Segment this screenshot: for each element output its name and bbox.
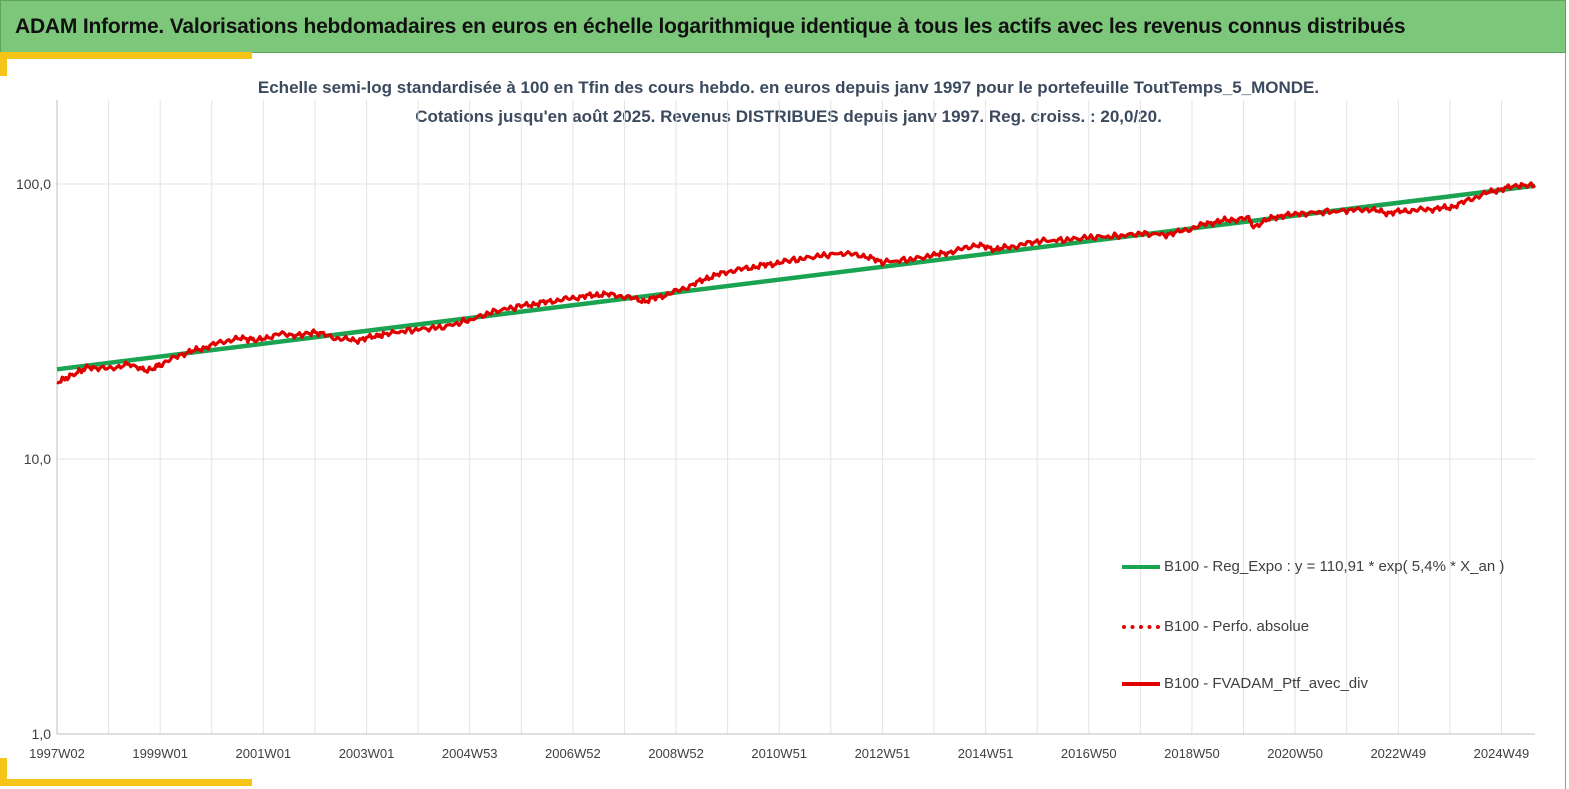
x-tick-label: 2006W52 [545, 746, 601, 761]
y-tick-label: 1,0 [32, 726, 52, 742]
legend-swatch-perfo [1122, 624, 1160, 629]
chart-title: Echelle semi-log standardisée à 100 en T… [257, 78, 1320, 97]
x-tick-label: 2001W01 [236, 746, 292, 761]
x-tick-label: 2020W50 [1267, 746, 1323, 761]
legend-item-portfolio: B100 - FVADAM_Ptf_avec_div [1122, 675, 1368, 692]
x-tick-label: 1997W02 [29, 746, 85, 761]
legend-swatch-regression [1122, 564, 1160, 569]
accent-bar-bottom [0, 779, 252, 786]
legend-label-regression: B100 - Reg_Expo : y = 110,91 * exp( 5,4%… [1164, 558, 1505, 575]
x-tick-label: 2010W51 [751, 746, 807, 761]
x-tick-label: 2016W50 [1061, 746, 1117, 761]
x-tick-label: 1999W01 [132, 746, 188, 761]
y-tick-label: 10,0 [24, 451, 51, 467]
x-tick-label: 2004W53 [442, 746, 498, 761]
legend-label-perfo: B100 - Perfo. absolue [1164, 618, 1310, 635]
accent-corner-top [0, 52, 7, 76]
x-tick-label: 2022W49 [1370, 746, 1426, 761]
legend-item-regression: B100 - Reg_Expo : y = 110,91 * exp( 5,4%… [1122, 558, 1504, 575]
accent-bar-top [0, 52, 252, 59]
x-tick-label: 2008W52 [648, 746, 704, 761]
report-title: ADAM Informe. Valorisations hebdomadaire… [15, 14, 1406, 38]
chart-subtitle: Cotations jusqu'en août 2025. Revenus DI… [415, 107, 1162, 126]
legend-item-perfo: B100 - Perfo. absolue [1122, 618, 1309, 635]
x-tick-label: 2024W49 [1474, 746, 1530, 761]
portfolio-line [56, 181, 1537, 385]
x-tick-label: 2018W50 [1164, 746, 1220, 761]
y-tick-label: 100,0 [16, 176, 51, 192]
legend-label-portfolio: B100 - FVADAM_Ptf_avec_div [1164, 675, 1368, 692]
x-tick-label: 2012W51 [855, 746, 911, 761]
frame-right-border [1565, 52, 1566, 789]
x-tick-label: 2014W51 [958, 746, 1014, 761]
x-tick-label: 2003W01 [339, 746, 395, 761]
legend-swatch-portfolio [1122, 681, 1160, 686]
report-banner: ADAM Informe. Valorisations hebdomadaire… [0, 0, 1566, 53]
accent-corner-bottom [0, 758, 7, 786]
